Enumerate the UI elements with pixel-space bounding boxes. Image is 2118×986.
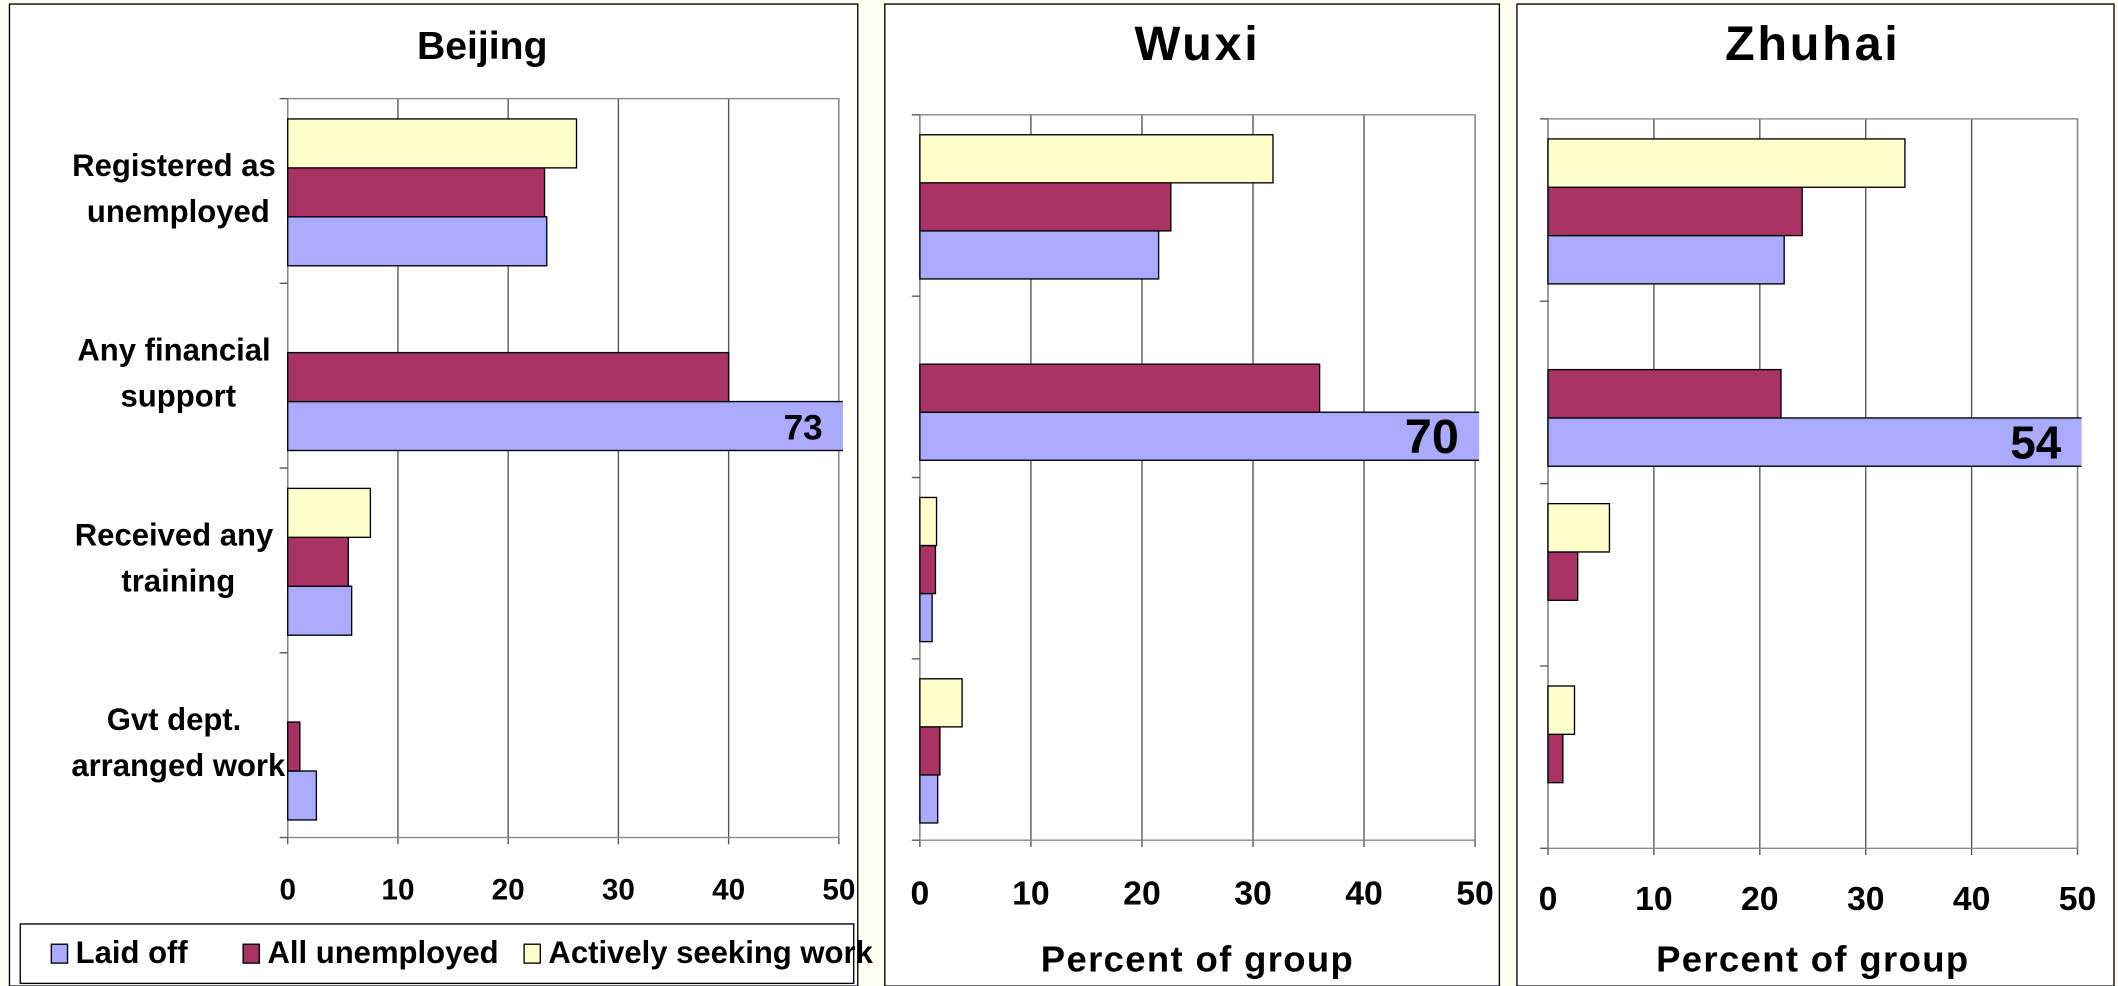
- x-tick-label: 50: [822, 873, 855, 906]
- bar: [1547, 551, 1579, 601]
- bar: [919, 726, 941, 776]
- legend: [19, 923, 855, 985]
- y-tick-label: Registered as unemployed: [72, 148, 284, 229]
- x-tick-label: 50: [1456, 875, 1494, 913]
- x-tick-label: 0: [911, 875, 930, 913]
- legend-label: All unemployed: [267, 935, 498, 970]
- bar: [287, 721, 301, 772]
- bar: [919, 363, 1321, 413]
- y-tick-label: Gvt dept. arranged work: [71, 702, 286, 783]
- x-axis-label: Percent of group: [1656, 938, 1969, 979]
- bar: [919, 496, 938, 547]
- x-tick-label: 0: [1539, 880, 1558, 918]
- bar: [919, 134, 1274, 184]
- x-tick-label: 10: [1012, 875, 1050, 913]
- chart-title: Wuxi: [1134, 17, 1260, 71]
- bar: [287, 351, 730, 403]
- bars: [1547, 138, 2082, 784]
- x-tick-label: 0: [279, 873, 296, 906]
- bar: [919, 678, 963, 728]
- bar: [919, 774, 939, 824]
- bar: [919, 544, 937, 595]
- bars: [919, 134, 1480, 824]
- legend-swatch: [523, 943, 541, 964]
- legend-swatch: [50, 943, 69, 964]
- x-tick-label: 20: [1741, 880, 1779, 918]
- x-tick-label: 20: [1123, 875, 1161, 913]
- x-tick-label: 40: [1345, 875, 1383, 913]
- x-tick-label: 40: [712, 873, 745, 906]
- bar: [1547, 186, 1803, 237]
- legend-label: Laid off: [76, 935, 189, 970]
- x-tick-label: 50: [2059, 880, 2097, 918]
- bar: [1547, 138, 1906, 188]
- bar: [287, 400, 843, 452]
- x-tick-label: 40: [1953, 880, 1991, 918]
- value-label: 73: [784, 408, 823, 447]
- value-label: 54: [2010, 416, 2062, 468]
- legend-label: Actively seeking work: [548, 935, 873, 970]
- bar: [1547, 368, 1782, 419]
- legend-swatch: [242, 943, 261, 964]
- bar: [287, 536, 350, 587]
- bar: [1547, 733, 1564, 784]
- bar: [1547, 685, 1576, 736]
- bar: [287, 770, 318, 821]
- bar: [919, 230, 1160, 280]
- bar: [919, 592, 933, 643]
- y-tick-label: Received any training: [75, 518, 282, 599]
- x-tick-label: 20: [492, 873, 525, 906]
- value-label: 70: [1405, 410, 1459, 464]
- bar: [287, 118, 578, 169]
- x-tick-label: 10: [381, 873, 414, 906]
- x-tick-label: 10: [1635, 880, 1673, 918]
- x-axis-label: Percent of group: [1041, 938, 1354, 979]
- bar: [1547, 502, 1611, 553]
- bars: [287, 118, 843, 821]
- bar: [287, 216, 548, 267]
- bar: [1547, 417, 2082, 467]
- y-tick-label: Any financial support: [77, 333, 279, 414]
- x-tick-label: 30: [1847, 880, 1885, 918]
- bar: [1547, 234, 1785, 285]
- bar: [287, 487, 372, 538]
- x-tick-label: 30: [1234, 875, 1272, 913]
- bar: [287, 167, 546, 218]
- chart-title: Beijing: [417, 25, 548, 68]
- x-tick-label: 30: [602, 873, 635, 906]
- bar: [287, 585, 353, 636]
- bar: [919, 411, 1480, 461]
- bar: [919, 182, 1172, 232]
- chart-title: Zhuhai: [1725, 17, 1901, 71]
